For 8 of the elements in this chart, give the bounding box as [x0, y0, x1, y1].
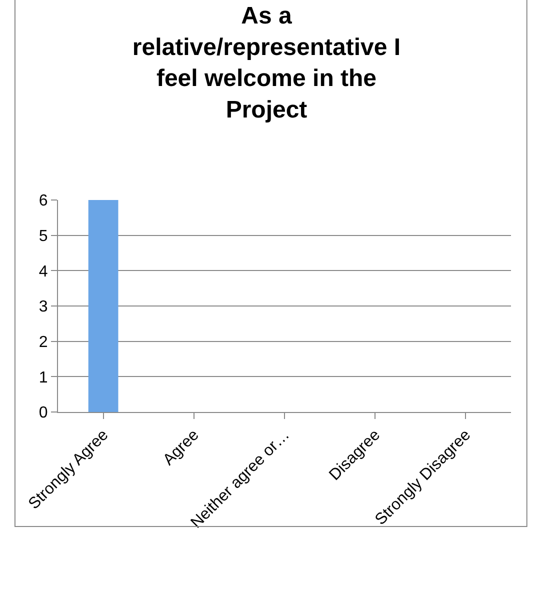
y-tick-label: 1 — [38, 369, 48, 386]
y-tick-label: 0 — [38, 404, 48, 422]
y-tick-label: 2 — [38, 334, 48, 351]
chart-title: As a relative/representative I feel welcome in the Project — [132, 2, 401, 124]
y-tick-label: 5 — [38, 228, 48, 245]
y-tick-label: 4 — [38, 263, 48, 280]
y-tick-label: 6 — [38, 192, 48, 210]
y-tick-label: 3 — [38, 298, 48, 316]
